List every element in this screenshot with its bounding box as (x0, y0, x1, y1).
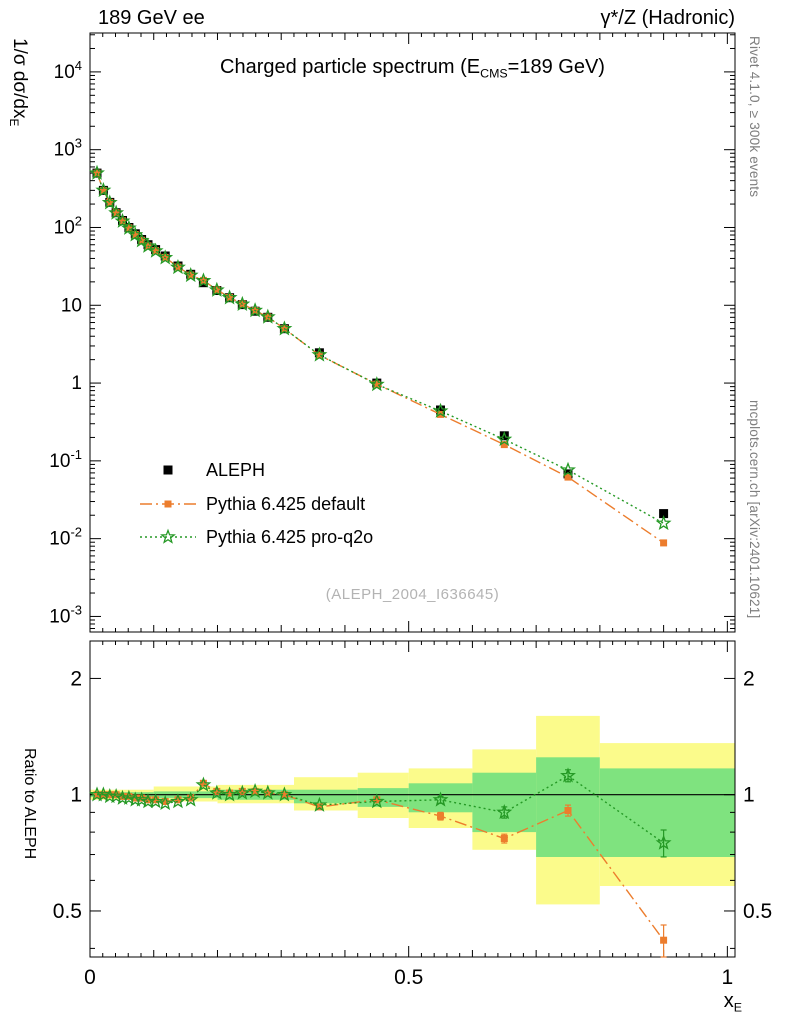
axes (89, 32, 736, 958)
header-process-label: γ*/Z (Hadronic) (600, 7, 735, 29)
x-tick-labels: 0 0.5 1 (84, 966, 733, 989)
x-axis-title-text: x (723, 990, 734, 1012)
x-axis-title-subscript: E (733, 1000, 742, 1015)
svg-text:102: 102 (54, 214, 82, 239)
svg-text:2: 2 (70, 667, 82, 690)
svg-text:1: 1 (71, 373, 82, 394)
svg-text:104: 104 (54, 58, 82, 83)
main-curve (96, 172, 664, 544)
svg-text:0.5: 0.5 (53, 900, 82, 923)
series-aleph (92, 168, 669, 519)
legend-label: ALEPH (206, 460, 265, 480)
svg-text:10: 10 (61, 295, 82, 316)
plot-title-subscript: CMS (480, 66, 508, 81)
svg-text:0: 0 (84, 966, 96, 989)
y-axis-title-main-subscript: E (6, 118, 20, 127)
y-axis-title-main: 1/σ dσ/dxE (7, 38, 30, 126)
svg-text:1: 1 (722, 966, 734, 989)
ratio-y-tick-labels: 0.5 0.5 1 1 2 2 (53, 667, 772, 923)
rivet-version-note: Rivet 4.1.0, ≥ 300k events (747, 36, 762, 198)
svg-text:103: 103 (54, 136, 82, 161)
mcplots-reference-note: mcplots.cern.ch [arXiv:2401.10621] (747, 400, 762, 619)
svg-text:0.5: 0.5 (743, 900, 772, 923)
legend: ALEPH Pythia 6.425 default Pythia 6.425 pr… (140, 460, 373, 547)
svg-text:1: 1 (70, 784, 82, 807)
svg-text:10-3: 10-3 (49, 602, 82, 627)
band-green-segment (472, 772, 537, 833)
plot-title: Charged particle spectrum (ECMS=189 GeV) (90, 56, 735, 80)
x-axis-title: xE (724, 990, 742, 1014)
series-pythia-6-425-pro-q2o (89, 164, 672, 858)
svg-text:0.5: 0.5 (394, 966, 423, 989)
plot-title-suffix: =189 GeV) (507, 56, 605, 78)
y-axis-title-ratio: Ratio to ALEPH (21, 748, 38, 860)
svg-text:2: 2 (743, 667, 755, 690)
band-green-segment (294, 789, 358, 804)
plot-title-text: Charged particle spectrum (E (220, 56, 481, 78)
header-beam-label: 189 GeV ee (98, 7, 205, 29)
band-green-segment (357, 788, 409, 807)
svg-text:1: 1 (743, 784, 755, 807)
main-curve (96, 172, 664, 524)
analysis-id-watermark: (ALEPH_2004_I636645) (325, 586, 500, 603)
y-axis-title-main-text: 1/σ dσ/dx (9, 38, 30, 119)
legend-label: Pythia 6.425 default (206, 494, 365, 514)
main-y-tick-labels: 10-3 10-2 10-1 1 10 102 103 104 (49, 58, 82, 628)
legend-item-aleph: ALEPH (163, 460, 265, 480)
svg-text:10-1: 10-1 (49, 447, 82, 472)
legend-item-pythia-6-425-pro-q2o: Pythia 6.425 pro-q2o (140, 527, 373, 547)
legend-label: Pythia 6.425 pro-q2o (206, 527, 373, 547)
svg-text:10-2: 10-2 (49, 525, 82, 550)
legend-item-pythia-6-425-default: Pythia 6.425 default (140, 494, 365, 514)
band-green-segment (599, 768, 735, 857)
uncertainty-bands (90, 715, 735, 905)
